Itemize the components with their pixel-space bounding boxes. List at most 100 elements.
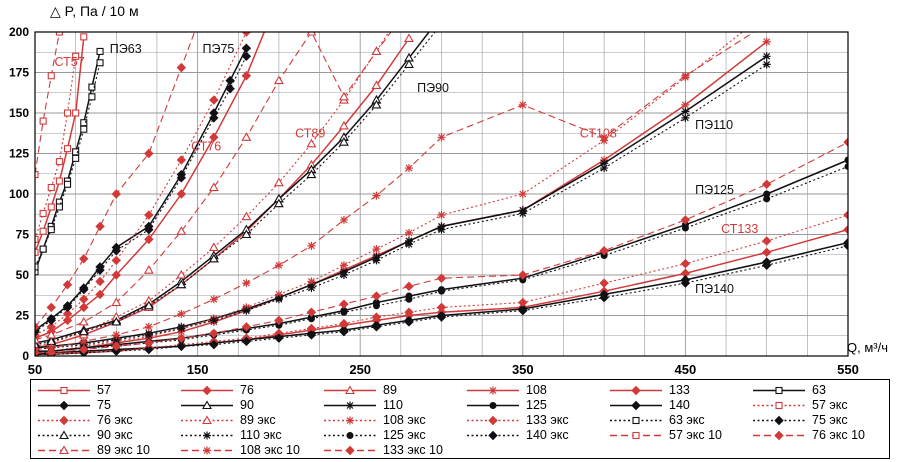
marker-diamond bbox=[202, 385, 212, 396]
marker-star bbox=[339, 271, 348, 279]
marker-diamond bbox=[111, 245, 122, 256]
marker-square bbox=[47, 203, 55, 211]
legend-label: 110 bbox=[383, 398, 403, 412]
series-line bbox=[35, 56, 77, 240]
legend-swatch bbox=[38, 415, 90, 426]
marker-star bbox=[600, 159, 609, 168]
marker-diamond bbox=[518, 305, 528, 316]
curve-label: ПЭ110 bbox=[695, 118, 733, 132]
marker-square bbox=[96, 47, 104, 55]
marker-diamond bbox=[46, 302, 56, 313]
y-tick-label: 200 bbox=[9, 25, 29, 39]
marker-diamond bbox=[79, 302, 89, 313]
marker-diamond bbox=[95, 221, 105, 232]
marker-diamond bbox=[144, 338, 154, 348]
marker-star bbox=[437, 211, 446, 220]
marker-triangle bbox=[208, 253, 219, 263]
marker-diamond bbox=[843, 210, 848, 220]
marker-square bbox=[80, 125, 88, 133]
marker-diamond bbox=[209, 328, 219, 339]
marker-diamond bbox=[518, 270, 528, 280]
y-axis-title: △ P, Па / 10 м bbox=[50, 3, 139, 19]
marker-diamond bbox=[761, 260, 772, 270]
marker-triangle bbox=[241, 211, 252, 221]
marker-star bbox=[600, 133, 609, 142]
marker-star bbox=[274, 295, 283, 304]
marker-diamond bbox=[404, 281, 414, 292]
legend-swatch bbox=[610, 431, 662, 440]
marker-circle bbox=[340, 308, 348, 316]
y-tick-label: 75 bbox=[16, 228, 30, 242]
series-89-экс-10 bbox=[35, 32, 392, 344]
marker-diamond bbox=[404, 317, 414, 327]
marker-diamond bbox=[59, 400, 69, 411]
marker-star bbox=[307, 241, 316, 250]
marker-square bbox=[88, 93, 96, 101]
marker-circle bbox=[405, 295, 413, 303]
curve-label: СТ76 bbox=[191, 139, 221, 153]
legend-swatch bbox=[610, 400, 662, 411]
marker-diamond bbox=[488, 415, 498, 426]
curve-label: ПЭ75 bbox=[202, 42, 234, 56]
legend-swatch bbox=[467, 386, 519, 395]
series-108-экс-10 bbox=[35, 32, 756, 354]
marker-star bbox=[112, 335, 121, 344]
marker-diamond bbox=[225, 83, 235, 94]
legend-label: 140 bbox=[669, 398, 690, 412]
marker-diamond bbox=[843, 137, 848, 147]
x-tick-label: 350 bbox=[512, 362, 534, 377]
marker-diamond bbox=[241, 322, 252, 332]
marker-star bbox=[203, 446, 211, 455]
marker-diamond bbox=[144, 234, 154, 245]
marker-star bbox=[339, 261, 348, 270]
legend-swatch bbox=[467, 430, 519, 441]
marker-diamond bbox=[95, 289, 105, 300]
legend-swatch bbox=[324, 432, 376, 439]
marker-triangle bbox=[46, 329, 57, 339]
marker-triangle bbox=[273, 198, 284, 208]
marker-square bbox=[39, 117, 47, 125]
marker-square bbox=[39, 227, 47, 235]
curve-annotations: СТ57 ПЭ63 ПЭ75 СТ76 СТ89 ПЭ90 СТ108 ПЭ110 ПЭ125 С… bbox=[55, 42, 759, 296]
legend-label: 108 bbox=[526, 383, 547, 397]
legend-label: 89 bbox=[383, 383, 397, 397]
legend-swatch bbox=[38, 445, 90, 455]
marker-star bbox=[203, 431, 211, 440]
curve-label: СТ89 bbox=[295, 126, 325, 140]
marker-diamond bbox=[111, 189, 122, 199]
marker-star bbox=[762, 37, 771, 46]
marker-triangle bbox=[59, 445, 69, 455]
marker-diamond bbox=[176, 333, 187, 343]
legend-swatch bbox=[324, 385, 376, 395]
legend-label: 57 bbox=[97, 383, 111, 397]
marker-diamond bbox=[209, 95, 219, 105]
marker-square bbox=[63, 180, 72, 188]
legend-label: 75 экс bbox=[812, 413, 848, 427]
series-75-экс bbox=[35, 51, 252, 337]
marker-square bbox=[632, 431, 640, 440]
legend-label: 89 экс bbox=[240, 413, 276, 427]
marker-star bbox=[762, 52, 771, 61]
marker-triangle bbox=[371, 46, 382, 55]
legend-label: 76 экс bbox=[97, 413, 133, 427]
marker-diamond bbox=[46, 348, 56, 356]
marker-star bbox=[681, 113, 690, 122]
chart-axes: 50 150 250 350 450 550 0 25 50 75 100 125 150 175 200 bbox=[9, 25, 859, 377]
marker-diamond bbox=[241, 32, 252, 37]
marker-star bbox=[681, 107, 690, 116]
marker-triangle bbox=[78, 326, 89, 336]
legend-swatch bbox=[324, 445, 376, 456]
marker-star bbox=[242, 279, 251, 288]
marker-star bbox=[518, 190, 527, 198]
marker-triangle bbox=[111, 297, 122, 307]
marker-diamond bbox=[488, 430, 498, 441]
marker-diamond bbox=[599, 245, 609, 256]
series-line bbox=[35, 32, 196, 328]
marker-diamond bbox=[761, 179, 772, 189]
marker-diamond bbox=[371, 312, 382, 322]
chart-grid bbox=[34, 31, 849, 357]
marker-square bbox=[35, 171, 39, 179]
marker-triangle bbox=[273, 75, 284, 85]
marker-circle bbox=[844, 156, 848, 164]
marker-star bbox=[144, 322, 153, 331]
